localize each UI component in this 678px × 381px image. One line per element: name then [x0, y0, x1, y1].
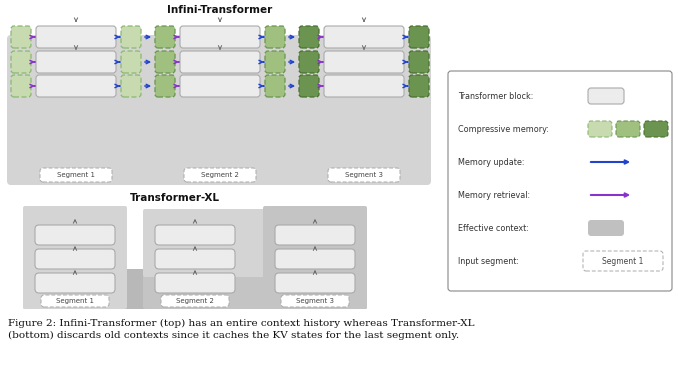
- FancyBboxPatch shape: [11, 26, 31, 48]
- FancyBboxPatch shape: [155, 51, 175, 73]
- FancyBboxPatch shape: [7, 35, 431, 185]
- FancyBboxPatch shape: [36, 75, 116, 97]
- Text: Segment 3: Segment 3: [296, 298, 334, 304]
- FancyBboxPatch shape: [644, 121, 668, 137]
- FancyBboxPatch shape: [155, 75, 175, 97]
- FancyBboxPatch shape: [265, 51, 285, 73]
- FancyBboxPatch shape: [143, 241, 367, 309]
- FancyBboxPatch shape: [121, 51, 141, 73]
- Text: Segment 2: Segment 2: [176, 298, 214, 304]
- FancyBboxPatch shape: [143, 209, 367, 277]
- FancyBboxPatch shape: [328, 168, 400, 182]
- Text: Segment 1: Segment 1: [56, 298, 94, 304]
- FancyBboxPatch shape: [35, 273, 115, 293]
- FancyBboxPatch shape: [299, 75, 319, 97]
- FancyBboxPatch shape: [35, 225, 115, 245]
- FancyBboxPatch shape: [616, 121, 640, 137]
- Text: Segment 3: Segment 3: [345, 172, 383, 178]
- FancyBboxPatch shape: [299, 26, 319, 48]
- FancyBboxPatch shape: [121, 75, 141, 97]
- FancyBboxPatch shape: [265, 75, 285, 97]
- FancyBboxPatch shape: [324, 75, 404, 97]
- FancyBboxPatch shape: [324, 26, 404, 48]
- FancyBboxPatch shape: [409, 51, 429, 73]
- FancyBboxPatch shape: [23, 269, 367, 309]
- FancyBboxPatch shape: [180, 75, 260, 97]
- FancyBboxPatch shape: [448, 71, 672, 291]
- Text: Memory retrieval:: Memory retrieval:: [458, 190, 530, 200]
- Text: Figure 2: Infini-Transformer (top) has an entire context history whereas Transfo: Figure 2: Infini-Transformer (top) has a…: [8, 319, 475, 340]
- FancyBboxPatch shape: [121, 26, 141, 48]
- FancyBboxPatch shape: [155, 26, 175, 48]
- FancyBboxPatch shape: [275, 273, 355, 293]
- FancyBboxPatch shape: [409, 26, 429, 48]
- FancyBboxPatch shape: [588, 220, 624, 236]
- Text: Input segment:: Input segment:: [458, 256, 519, 266]
- Text: Transformer-XL: Transformer-XL: [130, 193, 220, 203]
- FancyBboxPatch shape: [299, 51, 319, 73]
- FancyBboxPatch shape: [275, 249, 355, 269]
- FancyBboxPatch shape: [36, 51, 116, 73]
- FancyBboxPatch shape: [155, 225, 235, 245]
- FancyBboxPatch shape: [324, 51, 404, 73]
- FancyBboxPatch shape: [275, 225, 355, 245]
- FancyBboxPatch shape: [36, 26, 116, 48]
- FancyBboxPatch shape: [23, 206, 127, 309]
- FancyBboxPatch shape: [265, 26, 285, 48]
- Text: Compressive memory:: Compressive memory:: [458, 125, 549, 133]
- FancyBboxPatch shape: [11, 75, 31, 97]
- FancyBboxPatch shape: [35, 249, 115, 269]
- Text: Segment 2: Segment 2: [201, 172, 239, 178]
- FancyBboxPatch shape: [155, 273, 235, 293]
- FancyBboxPatch shape: [41, 295, 109, 307]
- FancyBboxPatch shape: [180, 26, 260, 48]
- FancyBboxPatch shape: [11, 51, 31, 73]
- FancyBboxPatch shape: [281, 295, 349, 307]
- FancyBboxPatch shape: [155, 249, 235, 269]
- Text: Transformer block:: Transformer block:: [458, 91, 534, 101]
- Text: Segment 1: Segment 1: [602, 256, 643, 266]
- Text: Effective context:: Effective context:: [458, 224, 529, 232]
- Text: Segment 1: Segment 1: [57, 172, 95, 178]
- FancyBboxPatch shape: [40, 168, 112, 182]
- FancyBboxPatch shape: [180, 51, 260, 73]
- FancyBboxPatch shape: [583, 251, 663, 271]
- FancyBboxPatch shape: [184, 168, 256, 182]
- FancyBboxPatch shape: [588, 88, 624, 104]
- Text: Infini-Transformer: Infini-Transformer: [167, 5, 273, 15]
- FancyBboxPatch shape: [161, 295, 229, 307]
- FancyBboxPatch shape: [409, 75, 429, 97]
- FancyBboxPatch shape: [263, 206, 367, 309]
- Text: Memory update:: Memory update:: [458, 157, 525, 166]
- FancyBboxPatch shape: [588, 121, 612, 137]
